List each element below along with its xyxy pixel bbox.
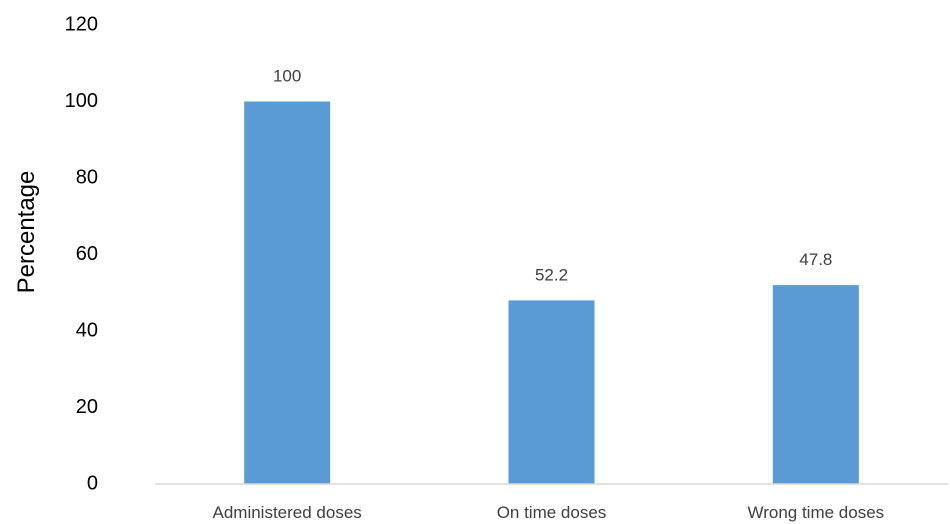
bar [508, 300, 595, 484]
bar [772, 285, 859, 484]
data-labels: 100 52.2 47.8 [273, 67, 832, 285]
category-labels: Administered doses On time doses Wrong tim… [213, 503, 885, 522]
category-label: Wrong time doses [747, 503, 884, 522]
bar-data-label: 52.2 [535, 265, 568, 284]
category-label: On time doses [497, 503, 607, 522]
bar-series [244, 101, 859, 484]
y-tick-label: 40 [76, 319, 98, 341]
y-tick-label: 60 [76, 243, 98, 265]
bar-data-label: 47.8 [799, 250, 832, 269]
y-axis-label: Percentage [13, 171, 40, 294]
bar-data-label: 100 [273, 67, 301, 86]
bar [244, 101, 331, 484]
y-tick-label: 100 [65, 90, 98, 112]
y-tick-label: 0 [87, 472, 98, 494]
y-tick-label: 20 [76, 396, 98, 418]
category-label: Administered doses [213, 503, 362, 522]
y-tick-label: 80 [76, 166, 98, 188]
y-axis-ticks: 0 20 40 60 80 100 120 [65, 13, 98, 494]
y-tick-label: 120 [65, 13, 98, 35]
